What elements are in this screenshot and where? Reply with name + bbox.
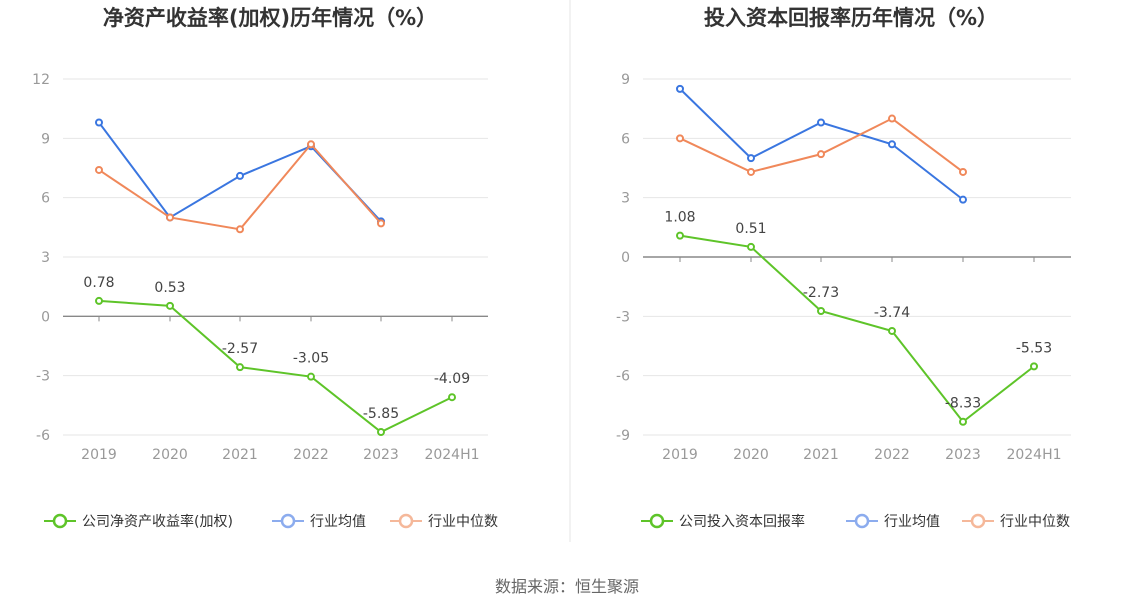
data-point-company: [166, 301, 174, 310]
x-tick-label: 2019: [662, 447, 698, 463]
x-tick-label: 2024H1: [424, 447, 479, 463]
legend-label: 行业中位数: [428, 514, 498, 530]
y-tick-label: 9: [621, 72, 630, 88]
data-point-company: [1030, 362, 1038, 371]
data-point-industry_median: [377, 219, 385, 228]
data-label: 0.78: [83, 275, 114, 291]
chart-title: 净资产收益率(加权)历年情况（%）: [103, 6, 437, 30]
legend-label: 行业均值: [310, 514, 366, 530]
data-point-industry_median: [307, 140, 315, 149]
legend-item-company[interactable]: 公司净资产收益率(加权): [44, 513, 233, 530]
roic-chart: 投入资本回报率历年情况（%） 9 6 3 0 -3 -6 -9 2019 2020 2021 2022…: [616, 6, 1071, 530]
data-point-company: [888, 326, 896, 335]
x-tick-label: 2022: [874, 447, 910, 463]
legend-label: 公司净资产收益率(加权): [82, 513, 233, 530]
series-line-company: [679, 234, 1035, 424]
x-tick-label: 2021: [803, 447, 839, 463]
legend-label: 行业中位数: [1000, 514, 1070, 530]
data-label: -5.85: [363, 406, 399, 422]
x-tick-label: 2021: [222, 447, 258, 463]
y-tick-label: 0: [621, 250, 630, 266]
data-label: -4.09: [434, 371, 470, 387]
data-label: -3.05: [293, 351, 329, 367]
y-tick-label: -9: [616, 428, 630, 444]
data-label: 0.53: [154, 280, 185, 296]
data-point-industry_median: [676, 134, 684, 143]
data-point-industry_median: [95, 165, 103, 174]
data-label: -2.57: [222, 341, 258, 357]
x-tick-label: 2020: [152, 447, 188, 463]
roe-chart: 净资产收益率(加权)历年情况（%） 12 9 6 3 0 -3 -6 2019 2020 2021 2…: [32, 6, 498, 530]
data-point-company: [95, 296, 103, 305]
x-tick-label: 2022: [293, 447, 329, 463]
data-point-industry_median: [236, 225, 244, 234]
data-point-industry_avg: [676, 84, 684, 93]
legend-marker: [280, 513, 296, 529]
data-label: -3.74: [874, 305, 910, 321]
data-point-company: [817, 306, 825, 315]
x-tick-label: 2024H1: [1006, 447, 1061, 463]
data-point-company: [959, 417, 967, 426]
x-tick-label: 2023: [363, 447, 399, 463]
x-tick-label: 2023: [945, 447, 981, 463]
legend-marker: [970, 513, 986, 529]
series-line-industry_median: [679, 117, 964, 174]
data-point-industry_median: [166, 213, 174, 222]
y-tick-label: 6: [621, 131, 630, 147]
legend-item-industry_median[interactable]: 行业中位数: [962, 513, 1070, 530]
data-point-industry_median: [747, 167, 755, 176]
legend-marker: [398, 513, 414, 529]
source-label: 数据来源：恒生聚源: [495, 577, 639, 596]
legend-label: 公司投入资本回报率: [679, 513, 805, 530]
data-point-company: [307, 372, 315, 381]
y-tick-label: 3: [41, 250, 50, 266]
data-point-industry_avg: [747, 154, 755, 163]
y-tick-label: 6: [41, 191, 50, 207]
series-line-company: [98, 299, 453, 434]
data-label: 0.51: [735, 221, 766, 237]
y-tick-label: -3: [616, 309, 630, 325]
data-point-industry_avg: [959, 195, 967, 204]
legend-marker: [854, 513, 870, 529]
data-label: -2.73: [803, 285, 839, 301]
legend-item-company[interactable]: 公司投入资本回报率: [641, 513, 805, 530]
data-label: -5.53: [1016, 340, 1052, 356]
legend-marker: [52, 513, 68, 529]
legend-marker: [649, 513, 665, 529]
data-point-industry_median: [959, 167, 967, 176]
x-tick-label: 2020: [733, 447, 769, 463]
y-tick-label: 3: [621, 191, 630, 207]
data-label: 1.08: [664, 210, 695, 226]
legend-item-industry_median[interactable]: 行业中位数: [390, 513, 498, 530]
data-point-company: [676, 231, 684, 240]
chart-title: 投入资本回报率历年情况（%）: [704, 6, 998, 30]
y-tick-label: -3: [36, 369, 50, 385]
y-tick-label: 0: [41, 309, 50, 325]
data-point-industry_median: [888, 114, 896, 123]
series-line-industry_median: [98, 142, 382, 231]
data-label: -8.33: [945, 396, 981, 412]
legend-label: 行业均值: [884, 514, 940, 530]
data-point-industry_avg: [95, 118, 103, 127]
y-tick-label: -6: [616, 369, 630, 385]
series-line-industry_avg: [679, 88, 964, 201]
x-tick-label: 2019: [81, 447, 117, 463]
data-point-industry_avg: [888, 140, 896, 149]
data-point-industry_avg: [817, 118, 825, 127]
data-point-company: [747, 242, 755, 251]
y-tick-label: -6: [36, 428, 50, 444]
data-point-company: [236, 363, 244, 372]
data-point-company: [377, 428, 385, 437]
data-point-industry_avg: [236, 171, 244, 180]
y-tick-label: 12: [32, 72, 50, 88]
data-point-company: [448, 393, 456, 402]
legend-item-industry_avg[interactable]: 行业均值: [272, 513, 366, 530]
legend-item-industry_avg[interactable]: 行业均值: [846, 513, 940, 530]
data-point-industry_median: [817, 150, 825, 159]
y-tick-label: 9: [41, 131, 50, 147]
